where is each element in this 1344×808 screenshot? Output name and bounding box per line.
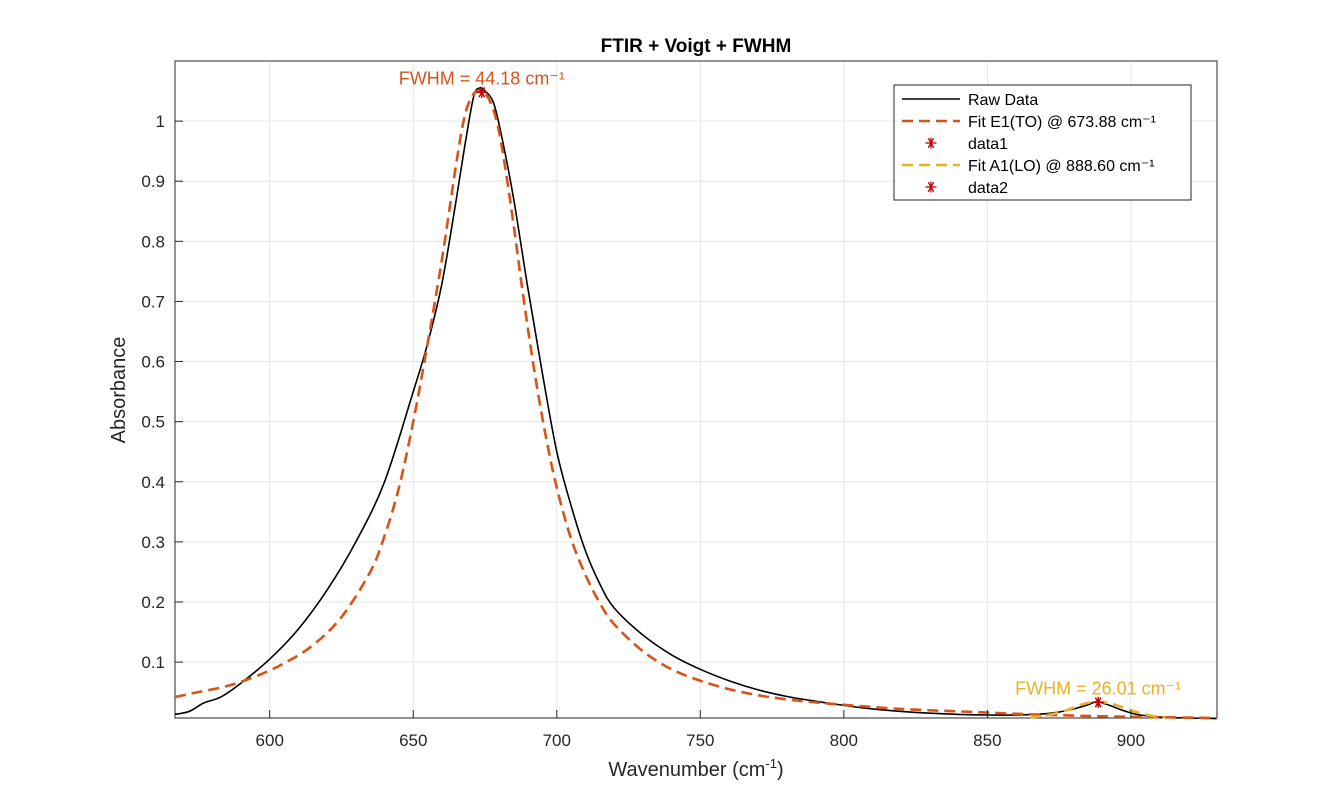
- legend-marker-icon: [925, 137, 937, 149]
- x-tick-label: 700: [543, 731, 571, 750]
- y-tick-label: 0.8: [141, 232, 165, 251]
- x-tick-label: 900: [1117, 731, 1145, 750]
- legend-label: Fit A1(LO) @ 888.60 cm⁻¹: [968, 158, 1155, 175]
- x-tick-label: 850: [973, 731, 1001, 750]
- x-axis-label-main: Wavenumber (cm: [608, 759, 765, 781]
- legend-label: Fit E1(TO) @ 673.88 cm⁻¹: [968, 114, 1156, 131]
- legend-item-fit-e1-to-line: Fit E1(TO) @ 673.88 cm⁻¹: [902, 114, 1156, 131]
- x-tick-label: 800: [830, 731, 858, 750]
- fwhm-annotation-2: FWHM = 26.01 cm⁻¹: [1015, 678, 1181, 698]
- data2-marker-top: [1092, 696, 1104, 708]
- fit-e1-to-line: [174, 88, 1218, 720]
- chart-title: FTIR + Voigt + FWHM: [601, 36, 792, 57]
- legend-label: data1: [968, 136, 1008, 153]
- x-tick-label: 750: [686, 731, 714, 750]
- y-tick-label: 0.9: [141, 172, 165, 191]
- legend-label: Raw Data: [968, 92, 1038, 109]
- legend-item-data2-marker: data2: [925, 180, 1008, 197]
- y-tick-label: 0.1: [141, 653, 165, 672]
- x-tick-label: 600: [256, 731, 284, 750]
- x-axis-label: Wavenumber (cm-1): [608, 756, 783, 781]
- x-axis-label-close: ): [777, 759, 784, 781]
- data1-marker-top: [476, 86, 488, 98]
- legend-marker-icon: [925, 181, 937, 193]
- y-tick-label: 0.4: [141, 473, 165, 492]
- legend-item-raw-data-line: Raw Data: [902, 92, 1038, 109]
- plot-area-frame: [174, 60, 1218, 719]
- y-tick-label: 1: [156, 112, 165, 131]
- legend-label: data2: [968, 180, 1008, 197]
- fwhm-annotation-1: FWHM = 44.18 cm⁻¹: [399, 68, 565, 88]
- y-tick-label: 0.5: [141, 413, 165, 432]
- y-tick-label: 0.7: [141, 292, 165, 311]
- y-axis-label: Absorbance: [108, 337, 130, 444]
- y-tick-label: 0.2: [141, 593, 165, 612]
- annotations: FWHM = 44.18 cm⁻¹ FWHM = 26.01 cm⁻¹: [399, 68, 1181, 708]
- axis-ticks: 600 650 700 750 800 850 900 0.1 0.2 0.3 0.4 0.5 0.6 0…: [141, 112, 1145, 750]
- x-tick-label: 650: [399, 731, 427, 750]
- y-tick-label: 0.6: [141, 353, 165, 372]
- x-axis-label-sup: -1: [765, 756, 777, 771]
- legend-item-data1-marker: data1: [925, 136, 1008, 153]
- y-tick-label: 0.3: [141, 533, 165, 552]
- legend-item-fit-a1-lo-line: Fit A1(LO) @ 888.60 cm⁻¹: [902, 158, 1155, 175]
- legend: Raw Data Fit E1(TO) @ 673.88 cm⁻¹ data1 Fit…: [893, 84, 1192, 201]
- legend-box: [893, 84, 1192, 201]
